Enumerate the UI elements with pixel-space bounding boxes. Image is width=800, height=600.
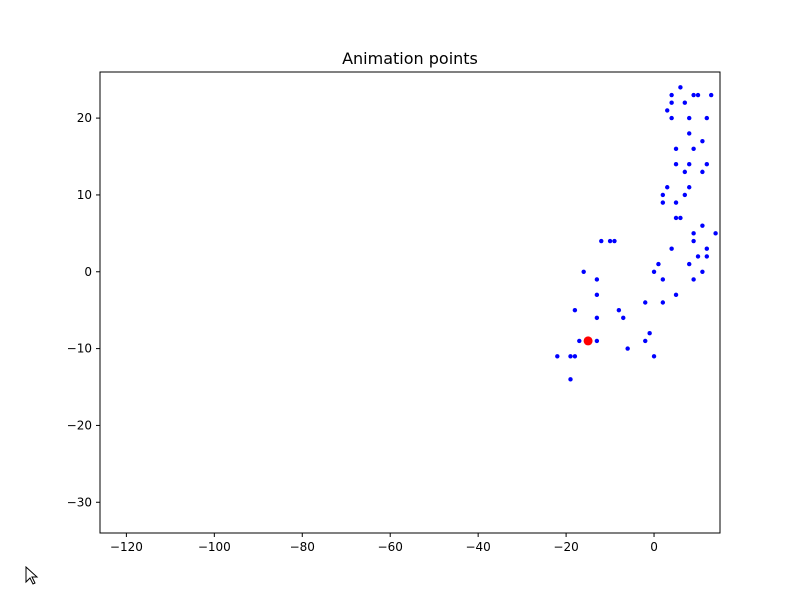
data-point [577, 338, 582, 344]
data-point [607, 238, 613, 244]
data-point [612, 238, 617, 244]
data-point [594, 277, 600, 282]
data-point [682, 100, 688, 105]
data-point [621, 315, 626, 321]
data-point [599, 238, 604, 244]
axes-frame [99, 71, 721, 534]
data-point [665, 108, 670, 113]
x-tick-label: −80 [290, 540, 315, 554]
data-point [687, 261, 692, 267]
data-point [651, 354, 657, 359]
data-point [704, 115, 710, 121]
data-point [660, 300, 666, 305]
data-point [704, 254, 710, 259]
chart-title: Animation points [342, 49, 478, 68]
data-point [572, 307, 578, 313]
data-point [691, 146, 696, 152]
data-point [687, 162, 692, 167]
data-point [594, 338, 600, 344]
highlight-point [583, 336, 593, 346]
data-point [656, 261, 661, 267]
data-point [691, 238, 696, 244]
x-tick-label: −100 [198, 540, 231, 554]
data-point [678, 215, 683, 221]
data-point [669, 100, 674, 105]
data-point [695, 92, 701, 98]
data-point [568, 377, 573, 382]
data-point [572, 354, 578, 359]
data-point [700, 169, 705, 175]
data-point [669, 246, 674, 251]
data-point [616, 307, 622, 313]
data-point [691, 92, 696, 98]
x-tick-label: −120 [110, 540, 143, 554]
data-point [682, 169, 688, 175]
data-point [700, 223, 705, 228]
data-point [568, 354, 573, 359]
data-point [594, 315, 600, 321]
data-point [673, 292, 679, 298]
x-tick-label: −20 [553, 540, 578, 554]
x-tick-label: 0 [650, 540, 658, 554]
data-point [660, 200, 666, 205]
data-point [673, 146, 679, 152]
data-point [660, 277, 666, 282]
data-point [669, 115, 674, 121]
y-tick-label: −20 [67, 418, 92, 432]
data-point [665, 185, 670, 190]
data-point [682, 192, 688, 198]
data-point [669, 92, 674, 98]
data-point [625, 346, 630, 351]
x-tick-label: −40 [465, 540, 490, 554]
data-point [647, 331, 652, 336]
y-tick-label: −10 [67, 342, 92, 356]
data-point [555, 354, 560, 359]
data-point [678, 85, 683, 90]
data-point [700, 138, 705, 144]
data-point [673, 200, 679, 205]
data-point [713, 231, 718, 236]
data-point [687, 185, 692, 190]
data-point [581, 269, 586, 274]
data-point [643, 300, 648, 305]
data-point [687, 115, 692, 121]
data-point [691, 277, 696, 282]
data-point [709, 92, 714, 98]
y-tick-label: −30 [67, 495, 92, 509]
y-tick-label: 0 [84, 265, 92, 279]
data-point [673, 215, 679, 221]
data-point [704, 162, 710, 167]
data-point [691, 231, 696, 236]
y-tick-label: 20 [77, 111, 92, 125]
data-point [673, 162, 679, 167]
data-point [643, 338, 648, 344]
y-tick-label: 10 [77, 188, 92, 202]
x-tick-label: −60 [378, 540, 403, 554]
data-point [594, 292, 600, 298]
data-point [704, 246, 710, 251]
data-point [700, 269, 705, 274]
mouse-cursor-icon [25, 566, 39, 585]
data-point [695, 254, 701, 259]
data-point [660, 192, 666, 198]
data-point [687, 131, 692, 136]
data-point [651, 269, 657, 274]
